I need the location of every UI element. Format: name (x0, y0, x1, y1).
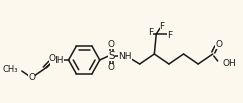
Text: CH₃: CH₃ (2, 66, 18, 74)
Text: O: O (28, 74, 35, 83)
Text: F: F (160, 22, 165, 30)
Text: F: F (167, 32, 173, 40)
Text: O: O (215, 39, 222, 49)
Text: S: S (108, 51, 115, 61)
Text: OH: OH (223, 59, 236, 67)
Text: O: O (108, 64, 115, 73)
Text: O: O (49, 53, 55, 63)
Text: F: F (148, 28, 153, 36)
Text: NH: NH (50, 56, 64, 64)
Text: NH: NH (118, 52, 132, 60)
Text: O: O (108, 39, 115, 49)
